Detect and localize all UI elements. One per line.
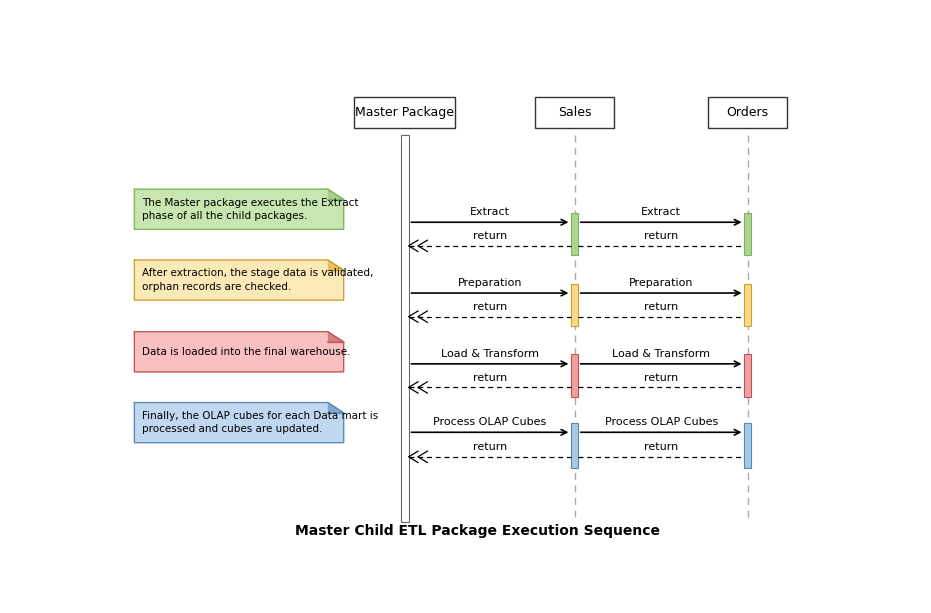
Text: Data is loaded into the final warehouse.: Data is loaded into the final warehouse. <box>142 347 350 357</box>
Polygon shape <box>134 403 344 443</box>
FancyBboxPatch shape <box>708 97 788 128</box>
Text: return: return <box>473 373 507 383</box>
FancyBboxPatch shape <box>401 135 409 522</box>
FancyBboxPatch shape <box>572 213 578 255</box>
FancyBboxPatch shape <box>745 213 751 255</box>
Text: Extract: Extract <box>470 207 510 217</box>
Text: return: return <box>644 231 679 241</box>
Text: return: return <box>473 231 507 241</box>
Polygon shape <box>328 189 344 200</box>
Text: The Master package executes the Extract
phase of all the child packages.: The Master package executes the Extract … <box>142 197 358 221</box>
Text: Process OLAP Cubes: Process OLAP Cubes <box>604 417 718 427</box>
Text: Master Package: Master Package <box>356 106 454 119</box>
FancyBboxPatch shape <box>534 97 614 128</box>
Text: Master Child ETL Package Execution Sequence: Master Child ETL Package Execution Seque… <box>294 525 660 538</box>
Text: return: return <box>473 442 507 452</box>
Polygon shape <box>328 332 344 342</box>
Text: return: return <box>473 302 507 312</box>
Polygon shape <box>134 260 344 300</box>
Text: Orders: Orders <box>727 106 769 119</box>
Text: return: return <box>644 373 679 383</box>
Text: return: return <box>644 442 679 452</box>
FancyBboxPatch shape <box>355 97 455 128</box>
Text: return: return <box>644 302 679 312</box>
Text: Extract: Extract <box>641 207 681 217</box>
FancyBboxPatch shape <box>572 284 578 326</box>
Text: Preparation: Preparation <box>458 278 522 288</box>
FancyBboxPatch shape <box>572 423 578 468</box>
Text: Finally, the OLAP cubes for each Data mart is
processed and cubes are updated.: Finally, the OLAP cubes for each Data ma… <box>142 411 378 434</box>
FancyBboxPatch shape <box>745 354 751 397</box>
Text: After extraction, the stage data is validated,
orphan records are checked.: After extraction, the stage data is vali… <box>142 268 373 292</box>
FancyBboxPatch shape <box>745 284 751 326</box>
Text: Preparation: Preparation <box>628 278 694 288</box>
FancyBboxPatch shape <box>572 354 578 397</box>
Polygon shape <box>134 189 344 229</box>
Text: Sales: Sales <box>558 106 591 119</box>
Text: Process OLAP Cubes: Process OLAP Cubes <box>433 417 546 427</box>
Polygon shape <box>134 332 344 372</box>
FancyBboxPatch shape <box>745 423 751 468</box>
Text: Load & Transform: Load & Transform <box>612 349 710 359</box>
Text: Load & Transform: Load & Transform <box>441 349 539 359</box>
Polygon shape <box>328 403 344 413</box>
Polygon shape <box>328 260 344 270</box>
